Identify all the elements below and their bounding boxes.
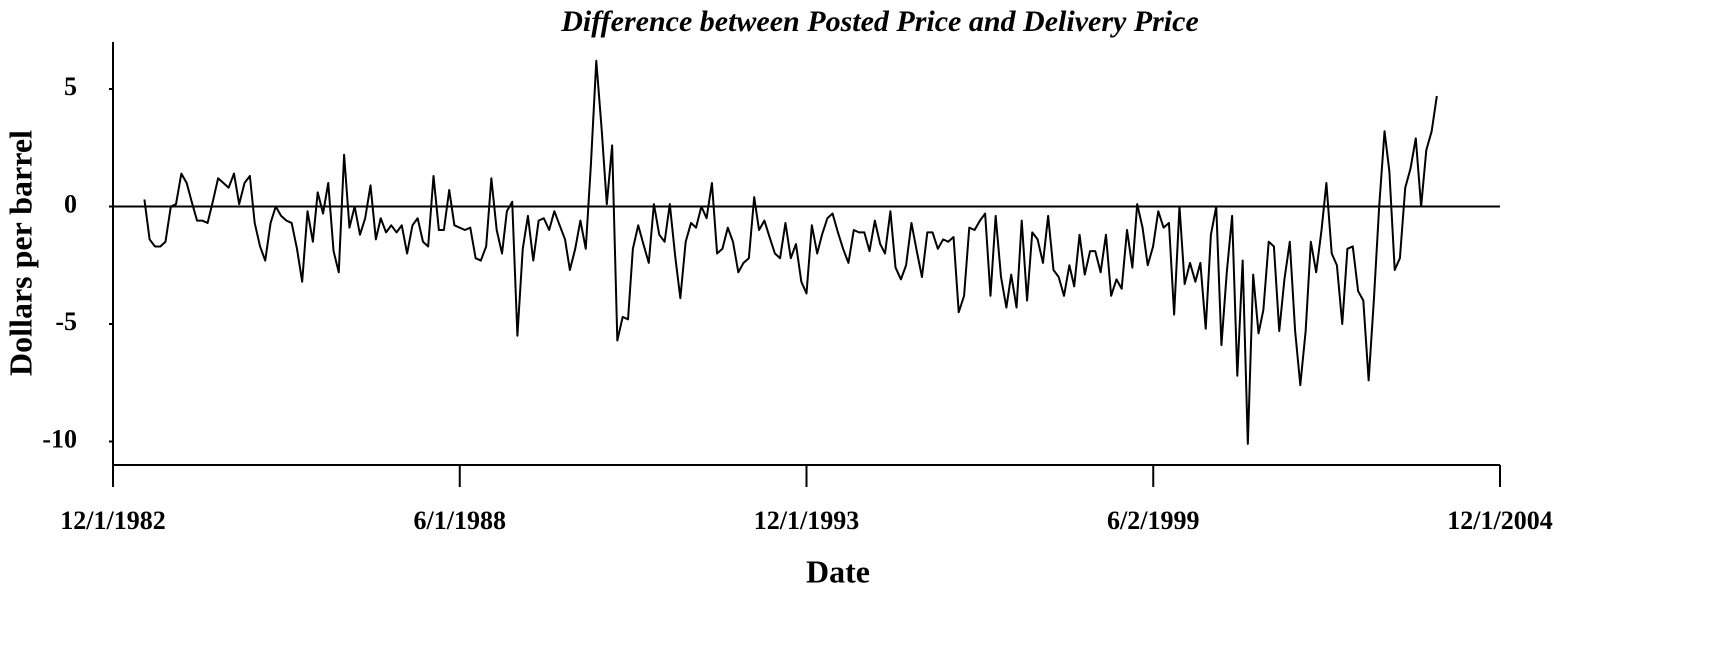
x-tick-label: 12/1/1993 — [754, 506, 859, 535]
x-tick-label: 6/1/1988 — [414, 506, 506, 535]
y-tick-label: -10 — [42, 424, 77, 453]
x-tick-label: 12/1/2004 — [1447, 506, 1552, 535]
x-tick-label: 12/1/1982 — [60, 506, 165, 535]
chart-title: Difference between Posted Price and Deli… — [560, 5, 1199, 38]
y-tick-label: -5 — [55, 307, 77, 336]
x-tick-label: 6/2/1999 — [1107, 506, 1199, 535]
data-line — [143, 59, 1438, 445]
y-axis-title: Dollars per barrel — [2, 130, 38, 376]
x-axis-title: Date — [806, 553, 870, 589]
y-tick-label: 0 — [64, 189, 77, 218]
y-tick-label: 5 — [64, 72, 77, 101]
